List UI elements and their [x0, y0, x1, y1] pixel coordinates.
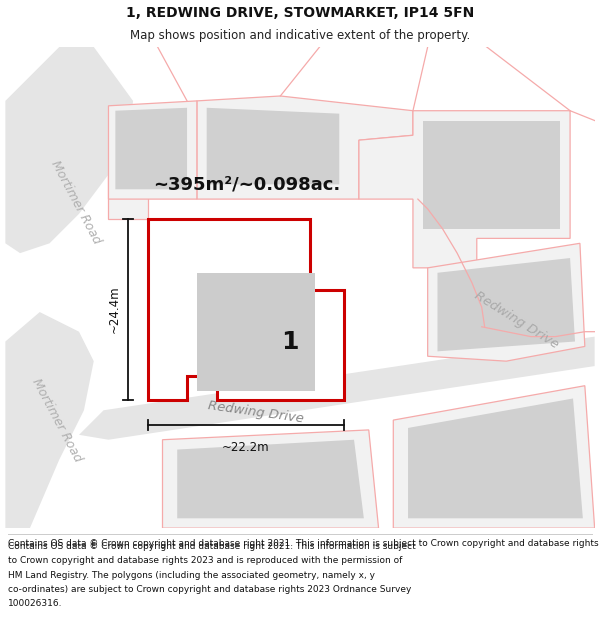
Polygon shape — [206, 107, 339, 184]
Polygon shape — [109, 101, 197, 199]
Polygon shape — [197, 96, 413, 199]
Polygon shape — [423, 121, 560, 229]
Polygon shape — [79, 337, 595, 440]
Text: ~395m²/~0.098ac.: ~395m²/~0.098ac. — [152, 176, 340, 193]
Text: 1, REDWING DRIVE, STOWMARKET, IP14 5FN: 1, REDWING DRIVE, STOWMARKET, IP14 5FN — [126, 6, 474, 20]
Text: Mortimer Road: Mortimer Road — [29, 376, 84, 464]
Text: Mortimer Road: Mortimer Road — [49, 158, 104, 246]
Text: co-ordinates) are subject to Crown copyright and database rights 2023 Ordnance S: co-ordinates) are subject to Crown copyr… — [8, 584, 412, 594]
Polygon shape — [359, 111, 570, 268]
Text: Redwing Drive: Redwing Drive — [472, 289, 560, 351]
Polygon shape — [5, 47, 133, 253]
Polygon shape — [408, 399, 583, 518]
Text: Map shows position and indicative extent of the property.: Map shows position and indicative extent… — [130, 29, 470, 42]
Polygon shape — [148, 219, 344, 401]
Polygon shape — [115, 107, 187, 189]
Text: Redwing Drive: Redwing Drive — [207, 399, 305, 426]
Text: Contains OS data © Crown copyright and database right 2021. This information is : Contains OS data © Crown copyright and d… — [8, 539, 600, 548]
Text: to Crown copyright and database rights 2023 and is reproduced with the permissio: to Crown copyright and database rights 2… — [8, 556, 403, 566]
Polygon shape — [163, 430, 379, 528]
Polygon shape — [177, 440, 364, 518]
Polygon shape — [394, 386, 595, 528]
Text: 100026316.: 100026316. — [8, 599, 62, 608]
Text: Contains OS data © Crown copyright and database right 2021. This information is : Contains OS data © Crown copyright and d… — [8, 542, 416, 551]
Polygon shape — [5, 312, 94, 528]
Text: ~24.4m: ~24.4m — [107, 286, 120, 333]
Polygon shape — [437, 258, 575, 351]
Polygon shape — [197, 272, 315, 391]
Polygon shape — [109, 174, 148, 219]
Text: ~22.2m: ~22.2m — [222, 441, 270, 454]
Text: 1: 1 — [281, 329, 299, 354]
Text: HM Land Registry. The polygons (including the associated geometry, namely x, y: HM Land Registry. The polygons (includin… — [8, 571, 375, 579]
Polygon shape — [428, 243, 585, 361]
